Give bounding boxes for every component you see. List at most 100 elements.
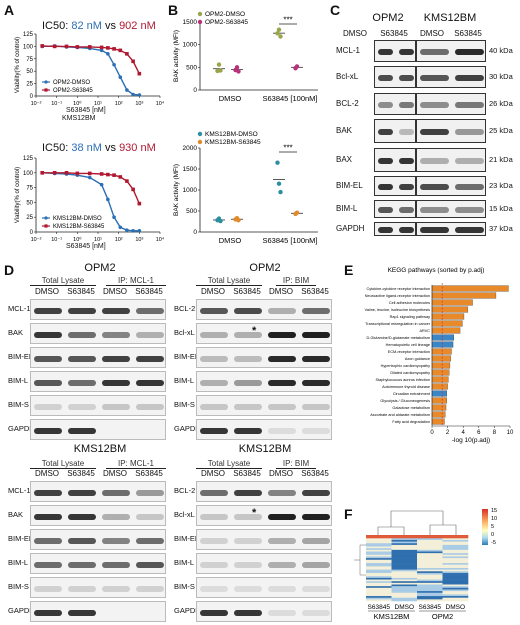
heatmap-cell: [417, 553, 443, 556]
blot-row-label: MCL-1: [8, 486, 31, 495]
heatmap-cell: [366, 564, 392, 567]
pathway-label: Dilated cardiomyopathy: [390, 371, 430, 375]
protein-band: [102, 489, 130, 496]
data-point: [131, 92, 135, 97]
protein-band: [136, 489, 164, 496]
protein-band: [302, 427, 330, 434]
protein-band: [102, 355, 130, 362]
protein-band: [200, 609, 228, 616]
protein-band: [34, 379, 62, 386]
heatmap-cell: [417, 543, 443, 546]
heatmap-cell: [417, 546, 443, 549]
y-tick-label: 1000: [183, 187, 198, 194]
nonspecific-band-asterisk: *: [252, 325, 257, 337]
heatmap-cell: [417, 558, 443, 561]
blot-strip: [196, 347, 332, 368]
pathway-label: Transcriptional misregulation in cancer: [365, 322, 431, 326]
heatmap-cell: [417, 591, 443, 594]
d-total-lysate: Total Lysate: [30, 459, 96, 469]
heatmap-cell: [417, 592, 443, 595]
data-point: [125, 179, 129, 183]
heatmap-cell: [391, 563, 418, 565]
x-tick-label: 2: [446, 430, 450, 436]
protein-band: [268, 427, 296, 434]
protein-band: [136, 537, 164, 544]
protein-band: [268, 307, 296, 314]
protein-band: [68, 585, 96, 592]
panel-label-d: D: [4, 262, 15, 278]
molecular-weight-label: 15 kDa: [489, 204, 513, 213]
pathway-label: ARVC: [420, 329, 431, 333]
legend-label: OPM2-DMSO: [53, 80, 90, 86]
heatmap-cell: [366, 543, 392, 546]
y-tick-label: 75: [26, 57, 33, 63]
heatmap-cell: [366, 596, 392, 598]
d-ip-bim: IP: BIM: [276, 459, 316, 469]
heatmap-cell: [391, 577, 418, 580]
data-point: [137, 229, 142, 233]
heatmap-cell: [417, 554, 443, 557]
y-tick-label: 100: [23, 171, 34, 177]
protein-band: [455, 227, 484, 233]
pathway-label: Cell adhesion molecules: [389, 301, 430, 305]
heatmap-cell: [391, 581, 418, 584]
heatmap-cell: [417, 571, 443, 574]
protein-band: [68, 331, 96, 338]
y-tick-label: 0: [30, 230, 34, 236]
heatmap-cell: [366, 569, 392, 572]
x-tick-label: 10⁻¹: [51, 237, 62, 243]
heatmap-cell: [391, 538, 418, 541]
protein-band: [200, 403, 228, 410]
heatmap-cell: [391, 543, 418, 546]
data-point: [118, 175, 123, 179]
y-tick-label: 75: [26, 186, 33, 192]
y-tick-label: 50: [26, 200, 33, 206]
legend-marker: [197, 19, 203, 25]
blot-strip: [416, 66, 486, 88]
d-ip-mcl1: IP: MCL-1: [106, 276, 166, 286]
protein-band: [455, 184, 484, 190]
blot-strip: [416, 148, 486, 172]
heatmap-cell: [391, 556, 418, 559]
heatmap-cell: [417, 576, 443, 579]
data-point: [118, 75, 123, 79]
heatmap-cell: [366, 566, 392, 569]
heatmap-cell: [417, 538, 443, 541]
heatmap-cell: [417, 551, 443, 554]
data-point: [106, 46, 110, 50]
molecular-weight-label: 40 kDa: [489, 46, 513, 55]
protein-band: [68, 513, 96, 520]
protein-band: [102, 307, 130, 314]
panel-label-f: F: [344, 506, 353, 522]
data-point: [278, 34, 283, 39]
blot-strip: [196, 481, 332, 502]
blot-row-label: BIM-L: [8, 376, 29, 385]
blot-strip: [374, 119, 416, 143]
protein-band: [200, 355, 228, 362]
heatmap-cell: [391, 572, 418, 575]
data-point: [118, 225, 123, 230]
blot-row-label: GAPDH: [8, 424, 35, 433]
y-tick-label: 1000: [183, 42, 198, 49]
dendrogram-branch: [390, 510, 444, 527]
data-point: [137, 93, 142, 97]
pathway-label: Ascorbate and aldarate metabolism: [370, 413, 430, 417]
x-tick-label: 0: [430, 430, 434, 436]
data-point: [75, 171, 80, 176]
protein-band: [68, 379, 96, 386]
y-tick-label: 0: [30, 94, 34, 100]
protein-band: [455, 158, 484, 164]
protein-band: [302, 403, 330, 410]
pathway-label: Glycolysis / Gluconeogenesis: [380, 399, 430, 403]
heatmap-cell: [442, 591, 469, 594]
heatmap-cell: [366, 586, 392, 589]
panel-label-e: E: [344, 262, 354, 278]
heatmap-cell: [442, 561, 469, 564]
blot-strip: [416, 176, 486, 196]
protein-band: [68, 489, 96, 496]
protein-band: [302, 355, 330, 362]
protein-band: [302, 513, 330, 520]
blot-strip: [30, 347, 166, 368]
data-point: [40, 171, 45, 175]
protein-band: [68, 609, 96, 616]
